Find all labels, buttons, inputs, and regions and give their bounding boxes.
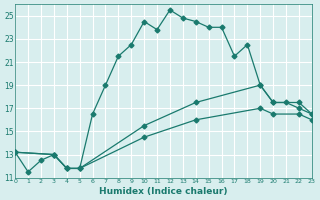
X-axis label: Humidex (Indice chaleur): Humidex (Indice chaleur) [99,187,228,196]
